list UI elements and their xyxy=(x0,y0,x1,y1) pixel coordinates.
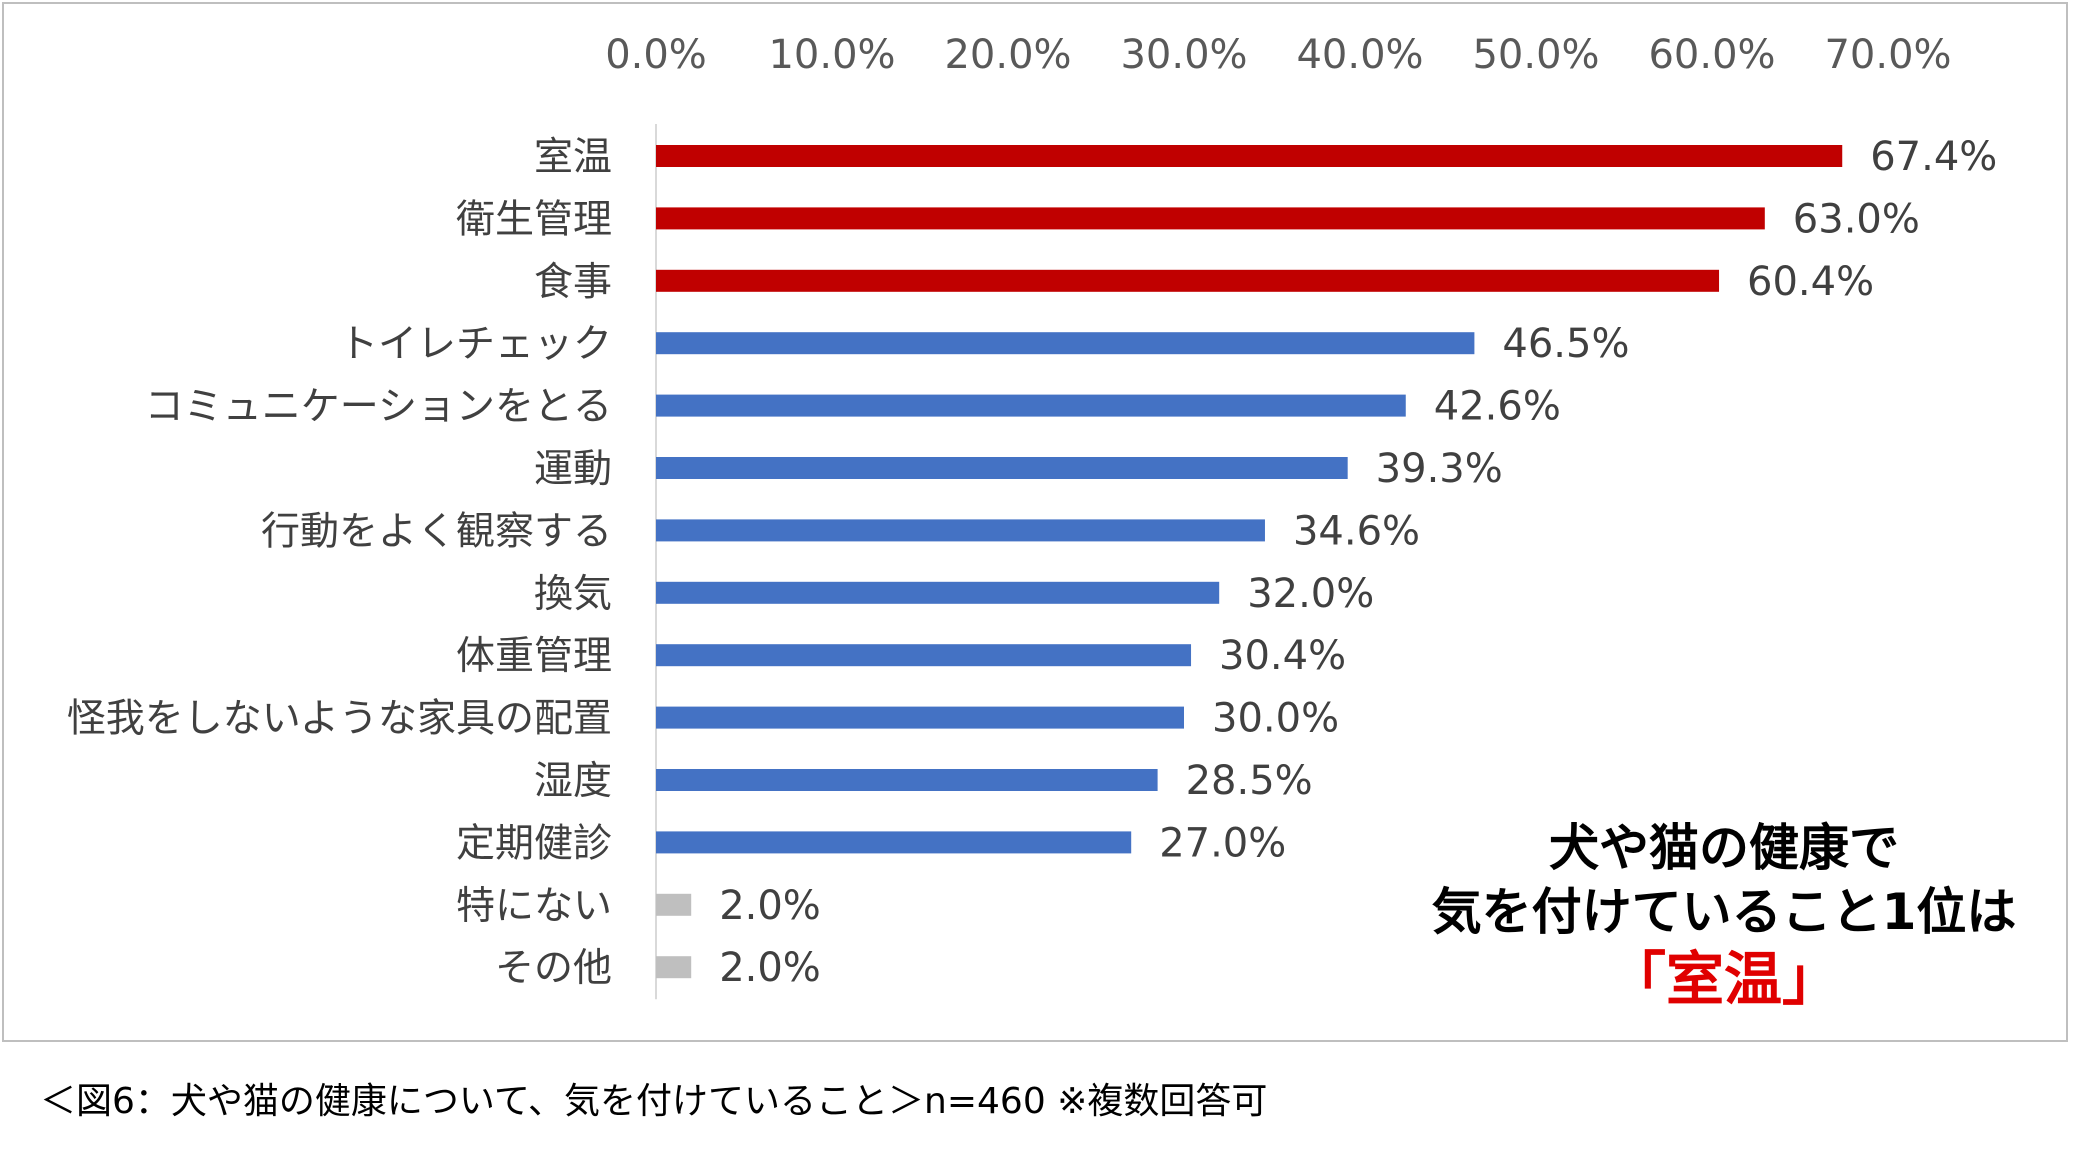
bar-value-label: 32.0% xyxy=(1247,571,1374,617)
category-label: 湿度 xyxy=(534,759,612,804)
category-label: 運動 xyxy=(534,447,612,492)
bar-value-label: 34.6% xyxy=(1293,508,1420,554)
category-label: 行動をよく観察する xyxy=(261,509,612,554)
bar xyxy=(656,581,1220,604)
bar-value-label: 28.5% xyxy=(1186,758,1313,804)
x-tick-label: 20.0% xyxy=(944,32,1071,78)
bar xyxy=(656,706,1184,729)
callout-highlight: 「室温」 xyxy=(1607,945,1840,1013)
category-label: 食事 xyxy=(534,260,612,305)
callout-line-1: 犬や猫の健康で xyxy=(1549,819,1899,877)
bar-value-label: 39.3% xyxy=(1376,446,1503,492)
bar xyxy=(656,269,1720,292)
chart-frame: 0.0% 10.0% 20.0% 30.0% 40.0% 50.0% 60.0% 70.0% 室… xyxy=(2,2,2068,1042)
x-tick-label: 30.0% xyxy=(1120,32,1247,78)
category-label: 体重管理 xyxy=(456,634,612,679)
callout-annotation: 犬や猫の健康で 気を付けていること1位は 「室温」 xyxy=(1384,816,2064,1014)
figure-caption: ＜図6：犬や猫の健康について、気を付けていること＞n=460 ※複数回答可 xyxy=(40,1081,1268,1122)
bar-value-label: 30.0% xyxy=(1212,696,1339,742)
category-label: 衛生管理 xyxy=(456,197,612,242)
bar xyxy=(656,893,692,916)
bar xyxy=(656,332,1475,355)
x-tick-label: 0.0% xyxy=(605,32,707,78)
x-tick-label: 70.0% xyxy=(1824,32,1951,78)
category-label: コミュニケーションをとる xyxy=(145,385,612,430)
bar-chart: 0.0% 10.0% 20.0% 30.0% 40.0% 50.0% 60.0% 70.0% 室… xyxy=(67,32,1997,1000)
bar-value-label: 60.4% xyxy=(1747,259,1874,305)
bar xyxy=(656,394,1406,417)
bar-value-label: 2.0% xyxy=(719,945,821,991)
bar-value-label: 46.5% xyxy=(1502,321,1629,367)
bar-value-label: 2.0% xyxy=(719,883,821,929)
bar-value-label: 67.4% xyxy=(1870,134,1997,180)
bar-value-label: 63.0% xyxy=(1793,196,1920,242)
category-label: 定期健診 xyxy=(456,821,612,866)
bar-value-label: 27.0% xyxy=(1159,820,1286,866)
x-tick-label: 40.0% xyxy=(1296,32,1423,78)
bar xyxy=(656,457,1348,479)
bar-value-label: 30.4% xyxy=(1219,633,1346,679)
bar xyxy=(656,956,692,979)
category-label: その他 xyxy=(495,946,612,991)
category-label: トイレチェック xyxy=(339,322,612,367)
bar-value-label: 42.6% xyxy=(1434,384,1561,430)
bar xyxy=(656,769,1158,791)
bar xyxy=(656,519,1265,542)
bar xyxy=(656,207,1765,230)
bar xyxy=(656,831,1132,854)
category-label: 怪我をしないような家具の配置 xyxy=(67,697,612,742)
category-label: 室温 xyxy=(534,135,612,180)
x-tick-label: 10.0% xyxy=(768,32,895,78)
category-label: 換気 xyxy=(534,572,612,617)
bar xyxy=(656,145,1843,167)
x-tick-label: 60.0% xyxy=(1648,32,1775,78)
callout-line-2: 気を付けていること1位は xyxy=(1431,883,2017,941)
x-tick-label: 50.0% xyxy=(1472,32,1599,78)
category-label: 特にない xyxy=(456,884,612,929)
bar xyxy=(656,644,1192,667)
